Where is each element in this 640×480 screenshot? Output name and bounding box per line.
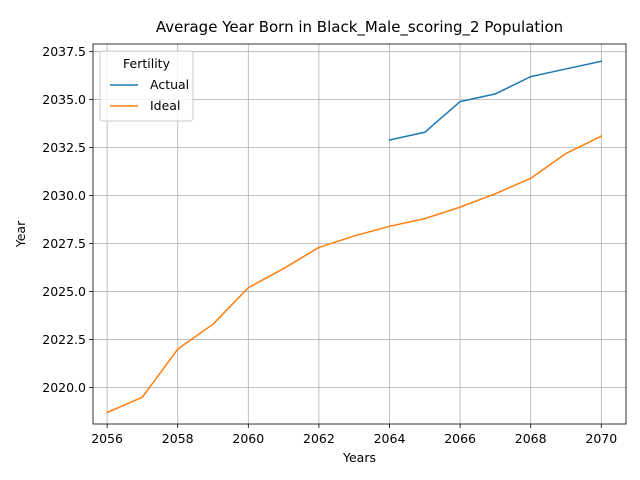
y-tick-label: 2022.5 <box>42 332 86 347</box>
x-axis-label: Years <box>342 450 376 465</box>
chart-title: Average Year Born in Black_Male_scoring_… <box>156 18 563 37</box>
grid-lines <box>93 44 626 424</box>
y-tick-label: 2035.0 <box>42 92 86 107</box>
x-tick-label: 2060 <box>232 431 264 446</box>
legend-label-ideal: Ideal <box>150 98 180 113</box>
legend-title: Fertility <box>123 56 171 71</box>
axis-ticks: 2056 2058 2060 2062 2064 2066 2068 2070 2020.0 20… <box>42 44 617 446</box>
x-tick-label: 2062 <box>303 431 335 446</box>
plot-frame <box>92 43 627 425</box>
y-tick-label: 2025.0 <box>42 284 86 299</box>
y-tick-label: 2037.5 <box>42 44 86 59</box>
x-tick-label: 2070 <box>585 431 617 446</box>
legend: Fertility Actual Ideal <box>99 50 194 122</box>
x-tick-label: 2068 <box>515 431 547 446</box>
x-tick-label: 2064 <box>374 431 406 446</box>
y-tick-label: 2020.0 <box>42 380 86 395</box>
y-tick-label: 2027.5 <box>42 236 86 251</box>
y-tick-label: 2030.0 <box>42 188 86 203</box>
series-lines <box>106 60 603 414</box>
y-axis-label: Year <box>13 220 28 248</box>
legend-box <box>99 50 194 122</box>
x-tick-label: 2056 <box>91 431 123 446</box>
legend-entries: Actual Ideal <box>110 77 189 113</box>
legend-label-actual: Actual <box>150 77 189 92</box>
x-tick-label: 2066 <box>444 431 476 446</box>
series-line-actual <box>388 60 603 141</box>
series-line-ideal <box>106 135 603 414</box>
y-tick-label: 2032.5 <box>42 140 86 155</box>
x-tick-label: 2058 <box>162 431 194 446</box>
